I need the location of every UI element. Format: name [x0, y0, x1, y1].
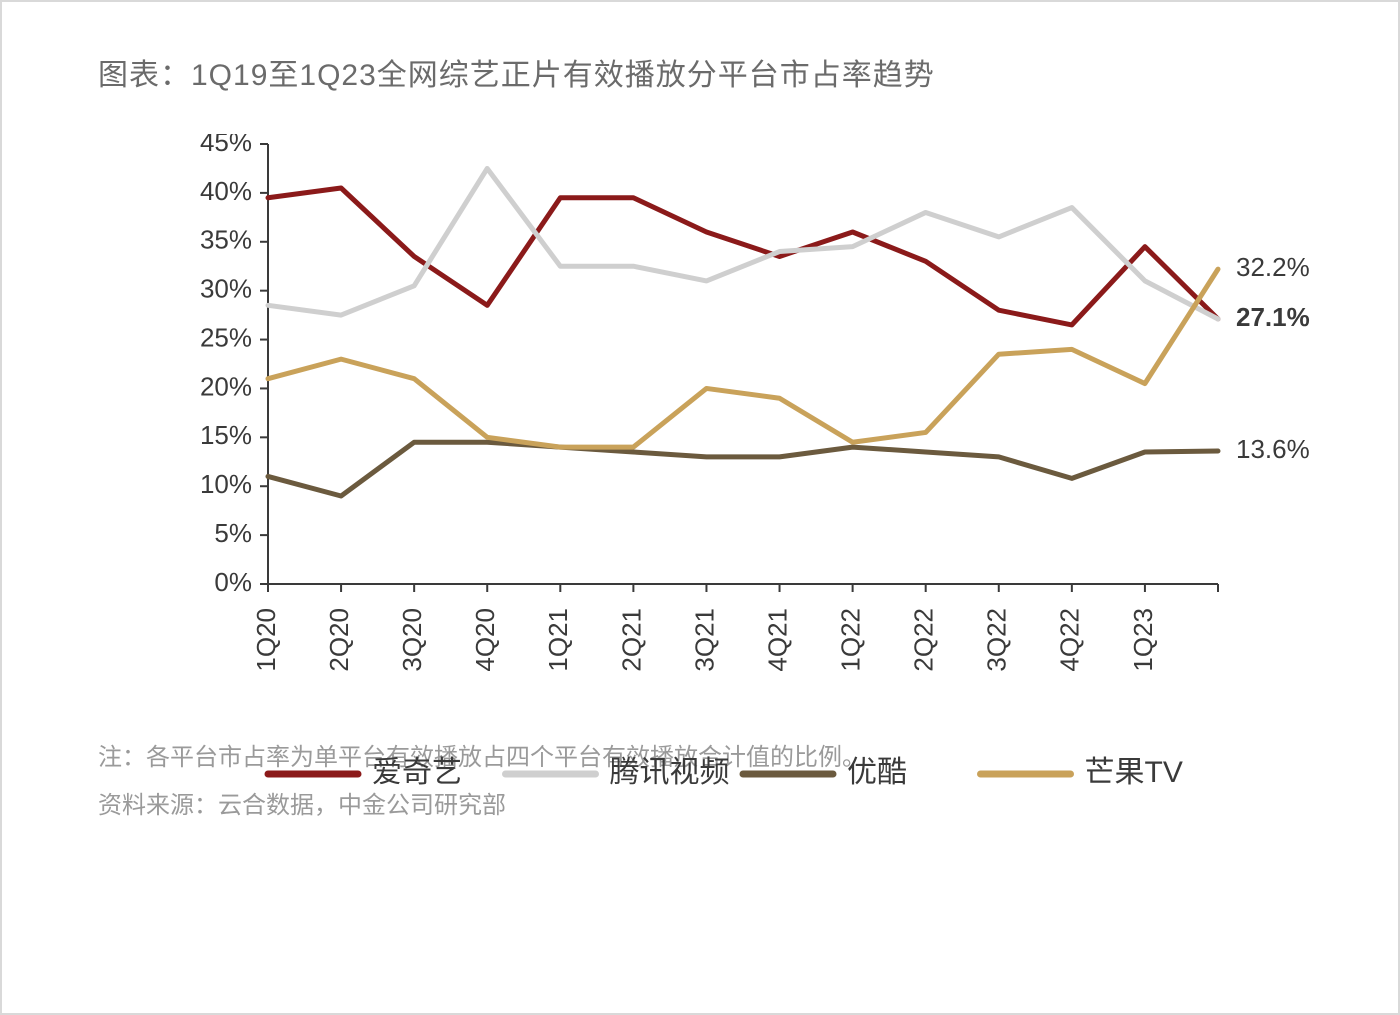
chart-card: 图表：1Q19至1Q23全网综艺正片有效播放分平台市占率趋势 0% 5% 10% 15…: [0, 0, 1400, 1015]
svg-text:2Q21: 2Q21: [616, 608, 646, 672]
chart-title: 图表：1Q19至1Q23全网综艺正片有效播放分平台市占率趋势: [98, 50, 1362, 94]
svg-text:爱奇艺: 爱奇艺: [372, 756, 462, 789]
svg-text:3Q20: 3Q20: [397, 608, 427, 672]
svg-text:4Q20: 4Q20: [470, 608, 500, 672]
svg-text:2Q20: 2Q20: [324, 608, 354, 672]
svg-text:3Q22: 3Q22: [982, 608, 1012, 672]
svg-text:5%: 5%: [214, 518, 252, 548]
svg-text:3Q21: 3Q21: [689, 608, 719, 672]
svg-text:1Q21: 1Q21: [543, 608, 573, 672]
chart-container: 0% 5% 10% 15% 20% 25% 30% 35% 40% 45% 1Q20 2Q20 3Q20…: [158, 134, 1302, 694]
svg-text:4Q22: 4Q22: [1055, 608, 1085, 672]
svg-text:4Q21: 4Q21: [762, 608, 792, 672]
line-chart: 0% 5% 10% 15% 20% 25% 30% 35% 40% 45% 1Q20 2Q20 3Q20…: [158, 134, 1358, 834]
svg-text:0%: 0%: [214, 567, 252, 597]
svg-text:10%: 10%: [200, 469, 252, 499]
svg-text:1Q20: 1Q20: [251, 608, 281, 672]
svg-text:芒果TV: 芒果TV: [1085, 756, 1183, 789]
svg-text:1Q23: 1Q23: [1128, 608, 1158, 672]
svg-text:20%: 20%: [200, 371, 252, 401]
svg-text:30%: 30%: [200, 274, 252, 304]
svg-text:45%: 45%: [200, 134, 252, 157]
svg-text:2Q22: 2Q22: [909, 608, 939, 672]
svg-text:13.6%: 13.6%: [1236, 434, 1310, 464]
svg-text:1Q22: 1Q22: [835, 608, 865, 672]
svg-text:40%: 40%: [200, 176, 252, 206]
svg-text:27.1%: 27.1%: [1236, 302, 1310, 332]
svg-text:15%: 15%: [200, 420, 252, 450]
svg-text:腾讯视频: 腾讯视频: [610, 756, 730, 789]
svg-text:25%: 25%: [200, 322, 252, 352]
svg-text:35%: 35%: [200, 225, 252, 255]
svg-text:32.2%: 32.2%: [1236, 252, 1310, 282]
svg-text:优酷: 优酷: [847, 756, 907, 789]
